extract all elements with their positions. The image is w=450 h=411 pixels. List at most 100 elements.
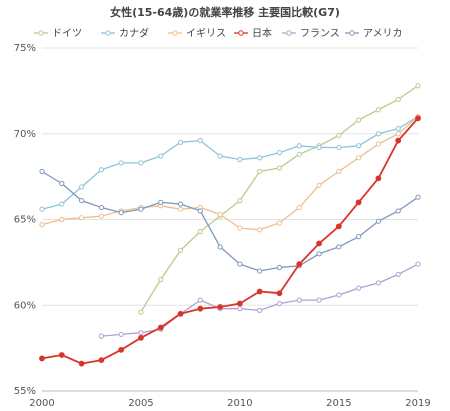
data-point [415,83,421,89]
data-point [118,210,124,216]
data-point [335,223,342,230]
data-point [375,175,382,182]
data-point [158,199,164,205]
data-point [59,216,65,223]
data-point [276,290,283,297]
y-tick-label: 75% [14,43,36,54]
data-point [177,139,184,145]
data-point [177,206,184,212]
x-tick-label: 2000 [29,398,54,409]
data-point [177,247,184,253]
x-tick-label: 2015 [326,398,351,409]
data-point [39,355,45,362]
data-point [138,160,144,166]
data-point [296,204,302,211]
data-point [316,297,322,303]
data-point [336,144,342,151]
data-point [336,132,342,139]
data-point [256,288,263,295]
legend-label: 日本 [252,27,272,40]
series-line [41,170,419,272]
data-point [217,244,223,250]
data-point [237,156,243,163]
data-point [59,180,65,187]
y-tick-label: 65% [14,215,36,226]
data-point [415,194,421,200]
data-point [257,307,263,313]
data-point [98,167,104,173]
data-point [118,160,124,166]
legend-marker [172,30,178,36]
data-point [257,227,263,233]
data-point [39,168,45,175]
data-point [78,184,85,190]
data-point [356,117,362,123]
data-point [138,206,144,212]
data-point [375,131,382,137]
data-point [375,107,382,113]
series-line [41,116,419,210]
data-point [197,297,203,303]
y-tick-label: 70% [14,129,36,140]
data-point [336,168,342,175]
series-5 [39,168,421,274]
data-point [237,225,243,231]
series-1 [39,114,421,212]
legend-marker [286,30,292,36]
legend-item: 日本 [234,27,272,40]
data-point [395,137,402,144]
data-point [118,331,124,338]
data-point [237,261,243,267]
data-point [316,240,322,247]
data-point [415,115,421,122]
data-point [197,208,203,214]
data-point [237,198,243,204]
data-point [58,352,65,358]
data-point [98,333,104,339]
data-point [356,143,362,149]
data-point [158,153,164,159]
data-point [98,204,104,211]
data-point [395,126,401,132]
data-point [296,297,302,303]
data-point [355,199,362,206]
data-point [98,213,104,219]
chart-title: 女性(15-64歳)の就業率推移 主要国比較(G7) [110,5,340,19]
series-2 [39,114,421,233]
y-tick-label: 60% [14,300,36,311]
data-point [177,201,184,207]
data-point [395,208,401,214]
data-point [296,143,302,149]
data-point [356,285,362,291]
data-point [296,261,303,267]
data-point [158,276,164,283]
data-point [276,165,283,171]
data-point [118,346,125,353]
data-point [336,292,342,298]
data-point [415,261,421,267]
data-point [257,168,263,175]
series-line [41,117,419,365]
data-point [177,310,184,317]
data-point [138,330,144,336]
data-point [39,222,45,228]
data-point [257,155,263,161]
data-point [236,300,243,307]
series-3 [39,115,421,367]
legend-item: ドイツ [34,29,82,40]
data-point [395,131,401,137]
series-line [41,116,419,231]
grid [42,47,418,392]
data-point [78,215,85,221]
data-point [375,218,382,224]
legend: ドイツ カナダ イギリス 日本 フランス アメリカ [34,27,403,40]
data-point [375,141,382,147]
data-point [316,182,322,188]
x-tick-label: 2010 [227,398,252,409]
data-point [336,244,342,250]
data-point [217,211,223,217]
data-point [276,264,283,271]
legend-marker [349,30,355,36]
